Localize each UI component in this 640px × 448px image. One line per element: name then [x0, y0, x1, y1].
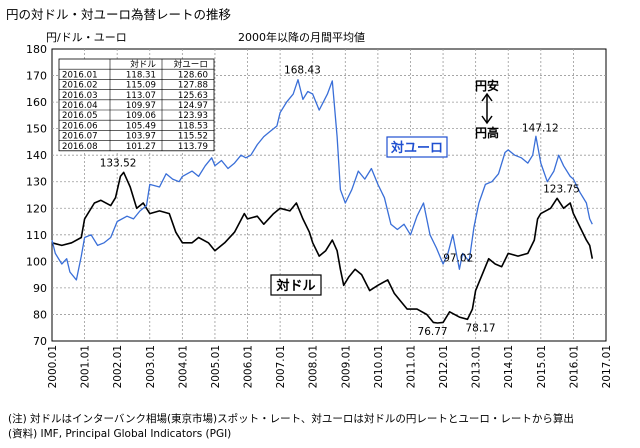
- x-tick-label: 2009.01: [340, 345, 352, 388]
- x-tick-label: 2014.01: [503, 345, 515, 388]
- table-cell: 113.79: [178, 142, 208, 152]
- table-cell: 2016.04: [62, 101, 98, 111]
- table-cell: 113.07: [126, 91, 156, 101]
- y-tick-label: 150: [26, 123, 47, 136]
- x-tick-label: 2013.01: [471, 345, 483, 388]
- series-line-eur: [51, 79, 593, 281]
- table-cell: 109.97: [126, 101, 156, 111]
- x-tick-label: 2002.01: [112, 345, 124, 388]
- table-cell: 2016.08: [62, 142, 98, 152]
- table-cell: 127.88: [178, 81, 208, 91]
- footnote-note: (注) 対ドルはインターバンク相場(東京市場)スポット・レート、対ユーロは対ドル…: [8, 413, 574, 425]
- footnotes: (注) 対ドルはインターバンク相場(東京市場)スポット・レート、対ユーロは対ドル…: [8, 412, 574, 442]
- table-cell: 123.93: [178, 111, 208, 121]
- up-arrow-icon: [481, 92, 493, 102]
- x-tick-label: 2016.01: [568, 345, 580, 388]
- x-tick-label: 2012.01: [438, 345, 450, 388]
- y-axis-label: 円/ドル・ユーロ: [46, 31, 127, 44]
- table-cell: 118.31: [126, 70, 156, 80]
- series-label-eur-box: 対ユーロ: [386, 136, 448, 158]
- down-arrow-icon: [481, 115, 493, 125]
- table-cell: 105.49: [126, 121, 156, 131]
- x-tick-label: 2010.01: [373, 345, 385, 388]
- table-header-cell: 対ユーロ: [174, 58, 208, 70]
- table-cell: 128.60: [178, 70, 208, 80]
- annotation-label: 76.77: [418, 326, 448, 338]
- footnote-source: (資料) IMF, Principal Global Indicators (P…: [8, 428, 232, 440]
- series-label-frame: [386, 136, 448, 158]
- table-cell: 2016.02: [62, 81, 98, 91]
- y-tick-label: 120: [26, 202, 47, 215]
- x-tick-label: 2000.01: [47, 345, 59, 388]
- series-label-usd-box: 対ドル: [270, 274, 322, 296]
- labels: 168.43 133.52 147.12 123.75 97.02 76.77 78.17 対…: [100, 65, 580, 338]
- table-header-cell: 対ドル: [130, 58, 156, 70]
- x-tick-label: 2003.01: [145, 345, 157, 388]
- x-tick-label: 2008.01: [308, 345, 320, 388]
- table-cell: 115.09: [126, 81, 156, 91]
- table-cell: 2016.06: [62, 121, 98, 131]
- x-tick-label: 2015.01: [536, 345, 548, 388]
- y-tick-label: 170: [26, 70, 47, 83]
- y-tick-label: 70: [33, 335, 47, 348]
- y-tick-label: 110: [26, 229, 47, 242]
- y-tick-label: 90: [33, 282, 47, 295]
- y-tick-label: 130: [26, 176, 47, 189]
- series-label-frame: [270, 274, 322, 296]
- direction-note-top: 円安: [475, 78, 499, 93]
- y-tick-label: 140: [26, 149, 47, 162]
- series: [51, 79, 594, 324]
- x-tick-label: 2001.01: [80, 345, 92, 388]
- table-cell: 2016.07: [62, 132, 98, 142]
- table-cell: 103.97: [126, 132, 156, 142]
- table-cell: 109.06: [126, 111, 156, 121]
- table-cell: 118.53: [178, 121, 208, 131]
- table-cell: 2016.03: [62, 91, 98, 101]
- x-tick-label: 2005.01: [210, 345, 222, 388]
- y-tick-label: 80: [33, 308, 47, 321]
- chart-title: 円の対ドル・対ユーロ為替レートの推移: [6, 7, 232, 22]
- series-label-eur: 対ユーロ: [390, 140, 443, 156]
- x-tick-label: 2011.01: [405, 345, 417, 388]
- direction-note-bottom: 円高: [475, 125, 499, 140]
- y-tick-label: 180: [26, 43, 47, 56]
- x-tick-label: 2004.01: [177, 345, 189, 388]
- table-cell: 115.52: [178, 132, 208, 142]
- table-cell: 2016.01: [62, 70, 98, 80]
- table-frame: [58, 58, 215, 152]
- table-cell: 125.63: [178, 91, 208, 101]
- axes: 70 80 90 100 110 120 130 140 150 160 170 180 2000.01…: [26, 30, 613, 388]
- annotation-label: 78.17: [466, 322, 496, 334]
- annotation-label: 123.75: [543, 183, 580, 195]
- table-cell: 101.27: [126, 142, 156, 152]
- x-tick-label: 2007.01: [275, 345, 287, 388]
- annotation-label: 168.43: [284, 65, 321, 77]
- annotation-label: 133.52: [100, 157, 137, 169]
- x-tick-label: 2017.01: [601, 345, 613, 388]
- table-cell: 124.97: [178, 101, 208, 111]
- chart-subtitle: 2000年以降の月間平均値: [238, 30, 365, 44]
- y-tick-label: 160: [26, 96, 47, 109]
- x-tick-label: 2006.01: [243, 345, 255, 388]
- table-cell: 2016.05: [62, 111, 98, 121]
- annotation-label: 147.12: [522, 122, 559, 134]
- y-tick-label: 100: [26, 255, 47, 268]
- annotation-label: 97.02: [443, 252, 473, 264]
- series-label-usd: 対ドル: [275, 278, 315, 294]
